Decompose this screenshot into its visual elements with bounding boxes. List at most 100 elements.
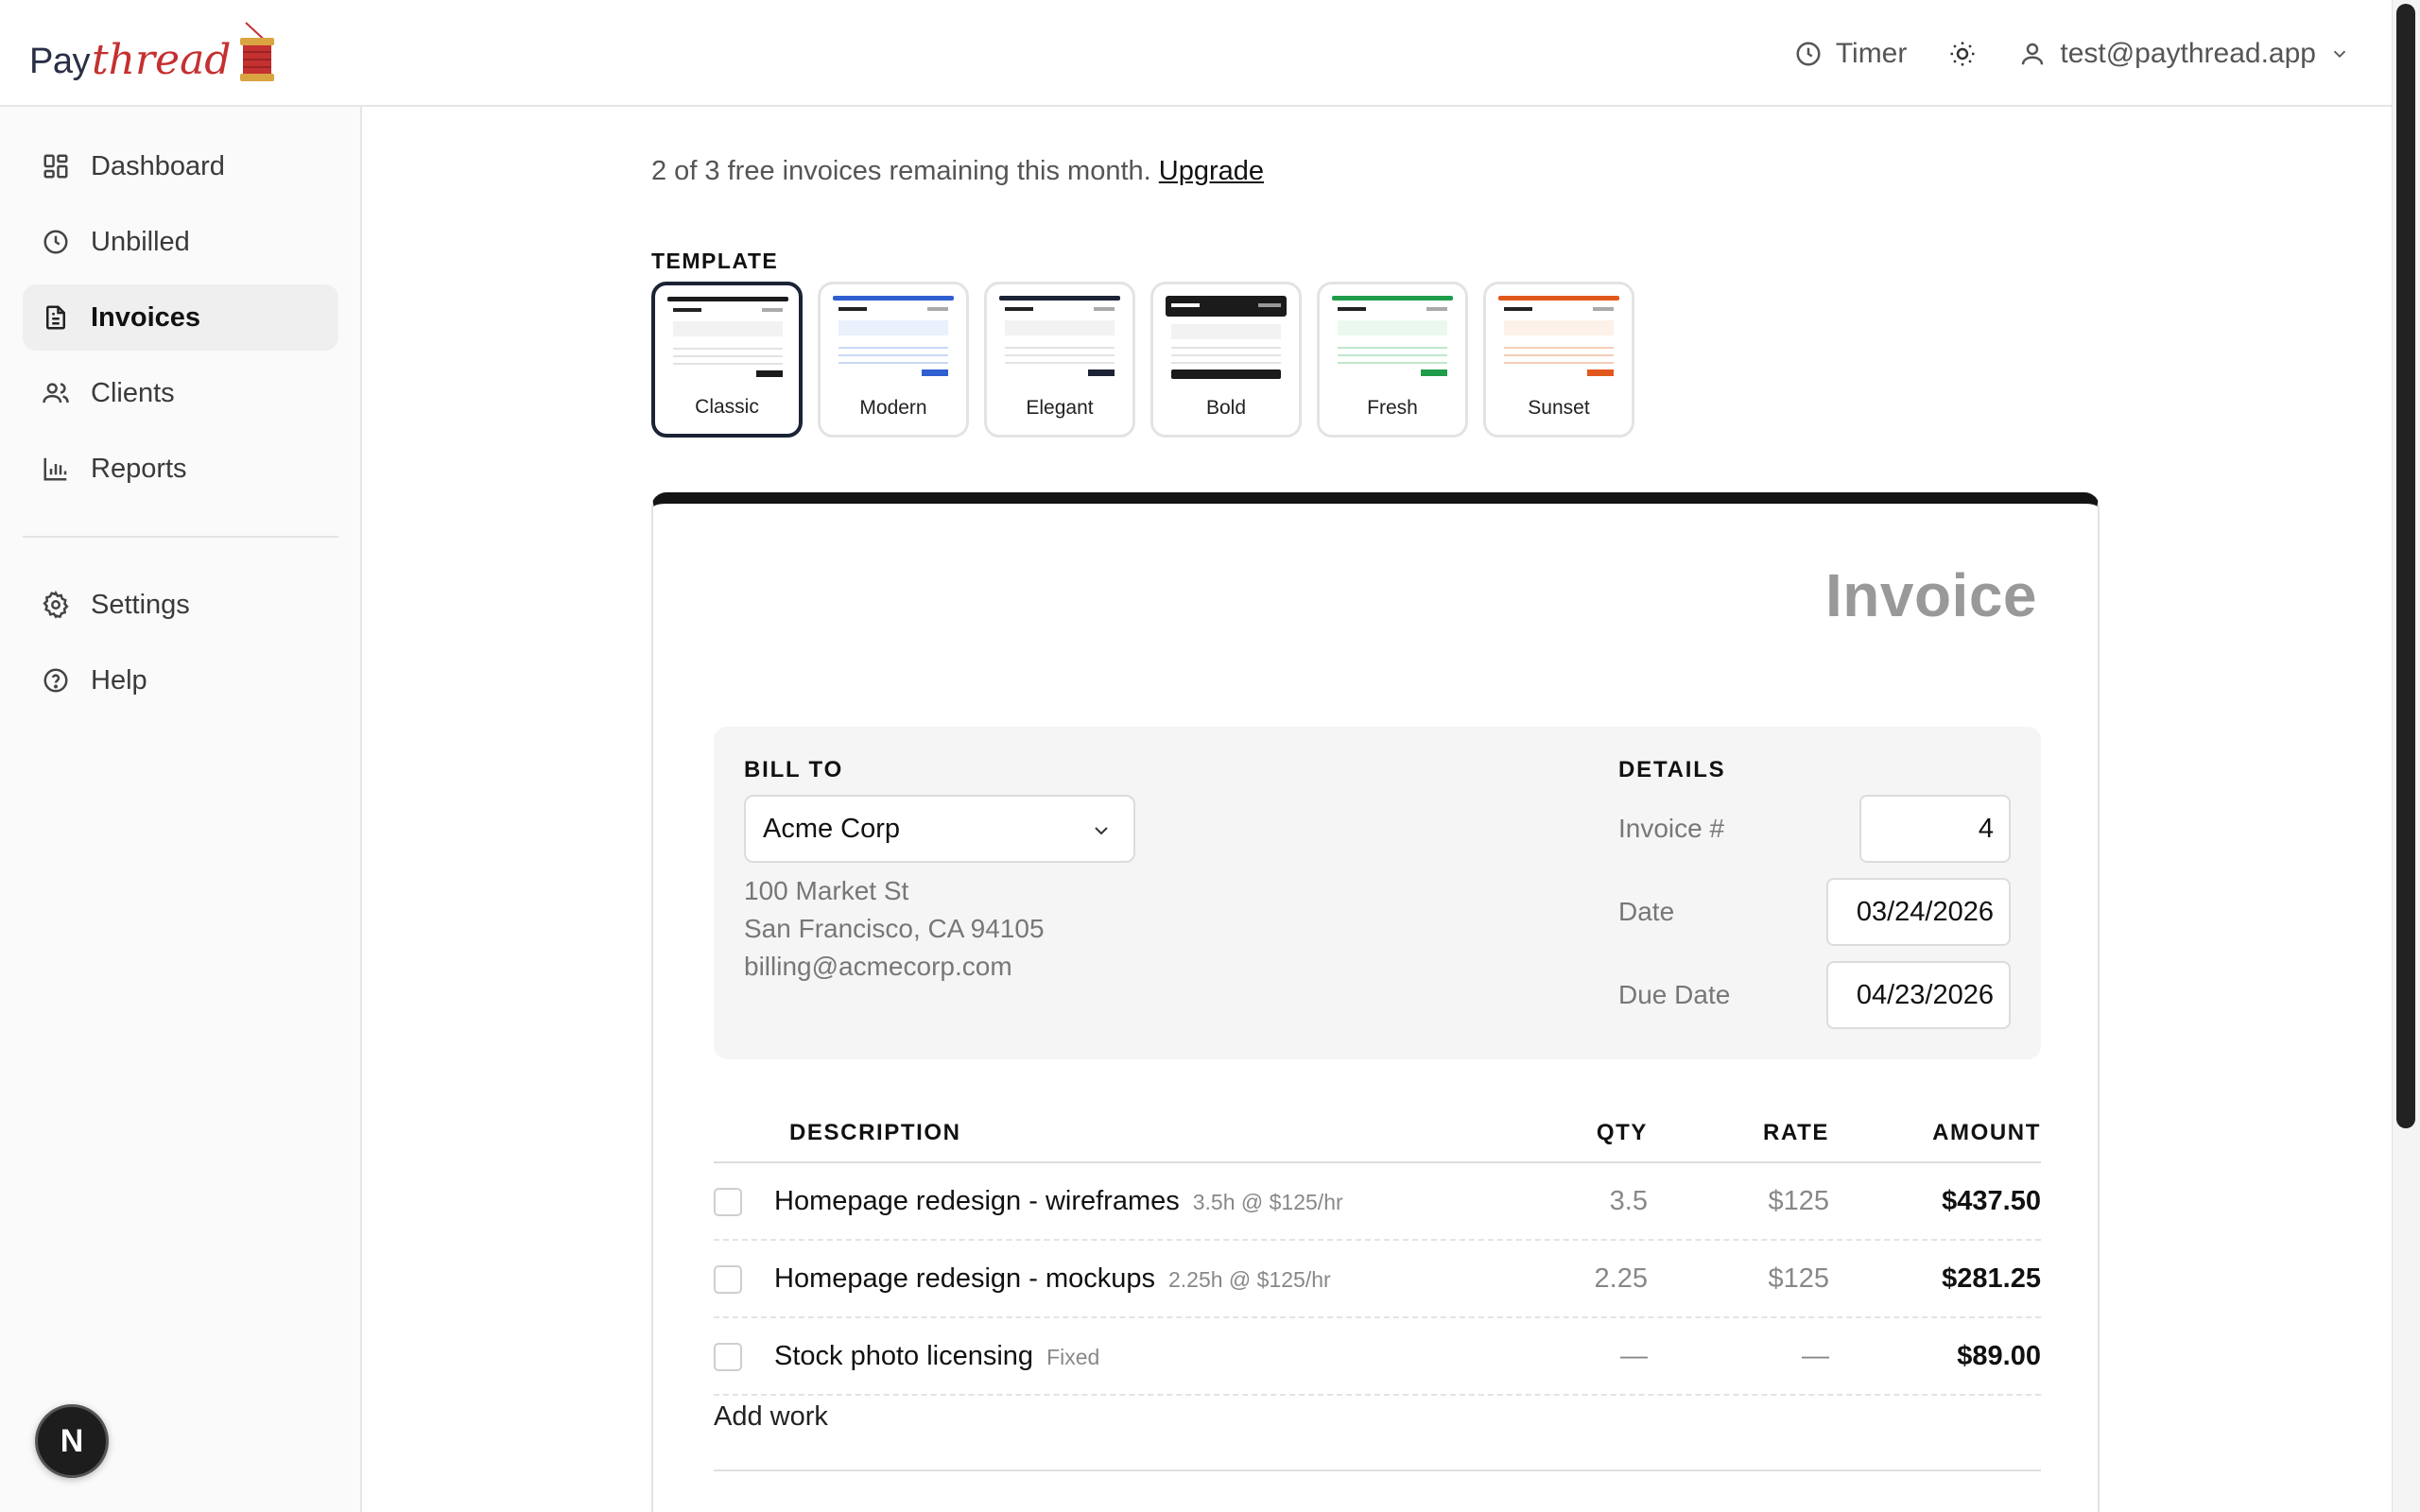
template-thumbnail [1166, 296, 1287, 379]
sidebar-item-label: Help [91, 664, 147, 696]
template-name: Classic [695, 396, 759, 418]
template-thumbnail [833, 296, 954, 376]
sidebar-item-clients[interactable]: Clients [23, 360, 338, 426]
due-date-input[interactable]: 04/23/2026 [1826, 961, 2011, 1029]
invoice-date-row: Date 03/24/2026 [1618, 878, 2011, 946]
sidebar-item-invoices[interactable]: Invoices [23, 284, 338, 351]
dev-tools-badge[interactable]: N [35, 1404, 109, 1478]
document-icon [46, 305, 65, 330]
row-rate: — [1802, 1341, 1829, 1371]
row-amount: $437.50 [1942, 1186, 2041, 1216]
theme-toggle[interactable] [1948, 40, 1977, 68]
template-picker: Classic Modern Elegant Bold [651, 282, 1634, 438]
row-meta: 2.25h @ $125/hr [1167, 1267, 1331, 1292]
row-meta: 3.5h @ $125/hr [1192, 1190, 1343, 1214]
row-checkbox[interactable] [714, 1343, 742, 1371]
page-scrollbar[interactable] [2392, 0, 2420, 1512]
row-description-text: Homepage redesign - mockups [774, 1263, 1155, 1294]
template-card-classic[interactable]: Classic [651, 282, 803, 438]
invoice-preview: Invoice BILL TO Acme Corp 100 Market St … [651, 492, 2100, 1512]
row-amount: $89.00 [1957, 1341, 2041, 1371]
template-card-elegant[interactable]: Elegant [984, 282, 1135, 438]
table-row: Homepage redesign - wireframes 3.5h @ $12… [714, 1163, 2041, 1241]
template-card-bold[interactable]: Bold [1150, 282, 1302, 438]
user-email: test@paythread.app [2060, 37, 2316, 69]
template-card-modern[interactable]: Modern [818, 282, 969, 438]
row-amount: $281.25 [1942, 1263, 2041, 1294]
sidebar-item-unbilled[interactable]: Unbilled [23, 209, 338, 275]
paythread-logo[interactable]: Pay thread [29, 21, 280, 87]
template-thumbnail [1332, 296, 1453, 376]
bill-details-panel: BILL TO Acme Corp 100 Market St San Fran… [714, 727, 2041, 1059]
date-input[interactable]: 03/24/2026 [1826, 878, 2011, 946]
template-thumbnail [667, 297, 788, 377]
sidebar-item-settings[interactable]: Settings [23, 572, 338, 638]
add-work-button[interactable]: Add work [714, 1401, 828, 1432]
col-amount: AMOUNT [1932, 1120, 2041, 1145]
chevron-down-icon [1095, 827, 1108, 835]
table-bottom-divider [714, 1469, 2041, 1471]
template-card-fresh[interactable]: Fresh [1317, 282, 1468, 438]
template-section-label: TEMPLATE [651, 249, 779, 273]
template-thumbnail [999, 296, 1120, 376]
main-content: 2 of 3 free invoices remaining this mont… [362, 107, 2392, 1512]
users-icon [43, 383, 69, 404]
row-rate: $125 [1768, 1186, 1829, 1216]
row-checkbox[interactable] [714, 1188, 742, 1216]
row-description[interactable]: Stock photo licensing Fixed [774, 1341, 1099, 1372]
date-label: Date [1618, 897, 1675, 926]
spool-icon [240, 22, 275, 81]
clock-icon [1796, 42, 1821, 65]
sidebar-item-label: Invoices [91, 301, 201, 333]
sidebar-divider [23, 536, 338, 538]
invoice-number-input[interactable]: 4 [1859, 795, 2011, 863]
scrollbar-thumb[interactable] [2396, 4, 2415, 1128]
template-name: Bold [1205, 397, 1247, 419]
row-qty: 2.25 [1594, 1263, 1648, 1294]
user-menu[interactable]: test@paythread.app [2018, 38, 2350, 70]
chevron-down-icon [2333, 50, 2346, 58]
template-name: Fresh [1367, 397, 1418, 419]
template-name: Sunset [1528, 397, 1590, 419]
line-items-table: DESCRIPTION QTY RATE AMOUNT Homepage red… [714, 1101, 2041, 1471]
row-meta: Fixed [1046, 1345, 1100, 1369]
logo-pay-text: Pay [29, 42, 90, 81]
sidebar-item-dashboard[interactable]: Dashboard [23, 133, 338, 199]
timer-button[interactable]: Timer [1794, 37, 1908, 70]
sidebar-item-label: Dashboard [91, 150, 225, 181]
col-rate: RATE [1763, 1120, 1829, 1145]
grid-icon [43, 154, 68, 179]
bill-to-label: BILL TO [744, 757, 844, 782]
table-row: Homepage redesign - mockups 2.25h @ $125/… [714, 1241, 2041, 1318]
row-qty: 3.5 [1609, 1186, 1648, 1216]
client-select-value: Acme Corp [763, 813, 901, 844]
timer-label: Timer [1835, 37, 1908, 69]
table-header: DESCRIPTION QTY RATE AMOUNT [714, 1101, 2041, 1163]
row-description[interactable]: Homepage redesign - wireframes 3.5h @ $12… [774, 1186, 1343, 1217]
row-description-text: Stock photo licensing [774, 1341, 1034, 1371]
invoice-title: Invoice [1824, 561, 2037, 629]
sidebar: Dashboard Unbilled Invoices Clients Repo… [0, 107, 362, 1512]
client-select[interactable]: Acme Corp [744, 795, 1135, 863]
logo-thread-text: thread [91, 36, 232, 84]
sidebar-item-reports[interactable]: Reports [23, 436, 338, 502]
template-card-sunset[interactable]: Sunset [1483, 282, 1634, 438]
template-thumbnail [1498, 296, 1619, 376]
invoice-number-label: Invoice # [1618, 814, 1725, 843]
row-description-text: Homepage redesign - wireframes [774, 1186, 1180, 1216]
upgrade-link[interactable]: Upgrade [1158, 156, 1265, 186]
template-name: Elegant [1026, 397, 1094, 419]
row-description[interactable]: Homepage redesign - mockups 2.25h @ $125/… [774, 1263, 1331, 1295]
client-address: 100 Market St San Francisco, CA 94105 bi… [744, 872, 1045, 986]
row-checkbox[interactable] [714, 1265, 742, 1294]
clock-icon [43, 230, 68, 254]
help-circle-icon [43, 668, 68, 693]
bar-chart-icon [43, 457, 67, 481]
sun-icon [1950, 42, 1975, 65]
sidebar-item-label: Settings [91, 589, 190, 620]
invoice-number-row: Invoice # 4 [1618, 795, 2011, 863]
sidebar-item-help[interactable]: Help [23, 647, 338, 713]
due-date-row: Due Date 04/23/2026 [1618, 961, 2011, 1029]
row-qty: — [1620, 1341, 1648, 1371]
top-header: Pay thread Timer test@paythread.app [0, 0, 2392, 107]
